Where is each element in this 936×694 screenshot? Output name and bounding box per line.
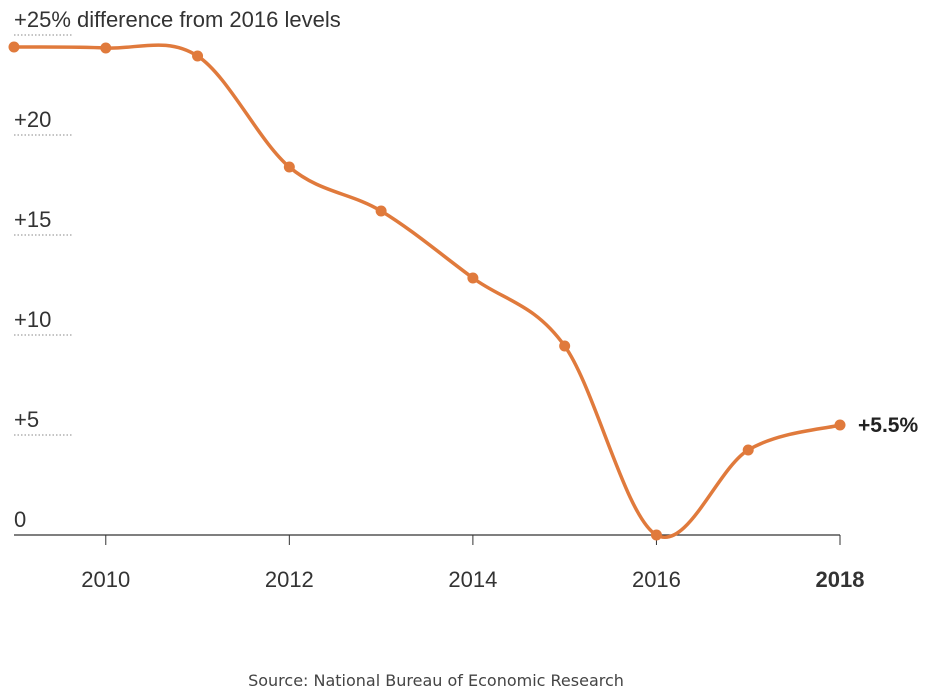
source-note: Source: National Bureau of Economic Rese… [248, 671, 624, 690]
data-point [192, 50, 204, 62]
y-tick-label: +15 [14, 207, 51, 232]
y-tick-label: 0 [14, 507, 26, 532]
y-tick-label: +20 [14, 107, 51, 132]
data-point [283, 161, 295, 173]
y-tick-label: +25% difference from 2016 levels [14, 7, 341, 32]
x-tick-label: 2014 [448, 567, 497, 592]
data-point [742, 444, 754, 456]
data-point [375, 205, 387, 217]
data-point [467, 272, 479, 284]
data-point [8, 41, 20, 53]
series-line [13, 43, 841, 540]
y-tick-label: +5 [14, 407, 39, 432]
data-point [650, 529, 662, 541]
y-tick-label: +10 [14, 307, 51, 332]
x-tick-label: 2010 [81, 567, 130, 592]
data-point [100, 42, 112, 54]
data-point [559, 340, 571, 352]
end-value-label: +5.5% [858, 414, 918, 437]
x-tick-label: 2012 [265, 567, 314, 592]
x-tick-label: 2018 [816, 567, 865, 592]
data-point [834, 419, 846, 431]
x-tick-label: 2016 [632, 567, 681, 592]
